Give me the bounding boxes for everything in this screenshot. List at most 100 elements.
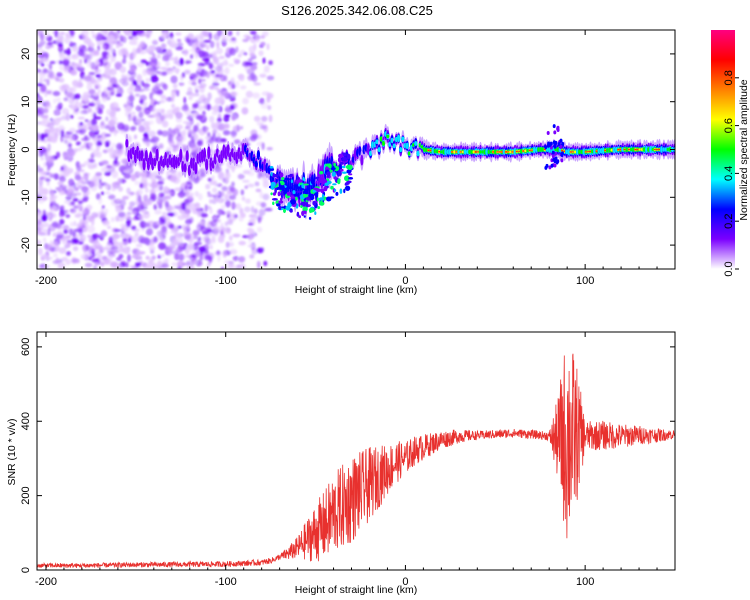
spectrogram-noise-blob [62, 133, 71, 139]
spectrogram-noise-blob [183, 103, 188, 110]
spectrogram-noise-blob [72, 110, 80, 115]
spectrogram-noise-blob [115, 207, 122, 212]
spectrogram-noise-blob [224, 58, 228, 66]
spectrogram-spike-cell [549, 141, 553, 146]
spectrogram-noise-blob [232, 57, 238, 62]
spectrogram-noise-blob [88, 102, 95, 107]
spectrogram-dip-cell [345, 185, 351, 191]
spectrogram-noise-blob [57, 225, 64, 231]
spectrogram-dip-cell [344, 175, 350, 182]
spectrogram-noise-blob [79, 122, 83, 126]
spectrogram-noise-blob [76, 165, 82, 171]
spectrogram-noise-blob [142, 141, 149, 145]
spectrogram-noise-blob [40, 157, 45, 161]
spectrogram-noise-blob [37, 69, 42, 73]
spectrogram-dip-cell [300, 205, 303, 209]
spectrogram-noise-blob [128, 115, 134, 122]
spectrogram-noise-blob [104, 68, 112, 76]
spectrogram-noise-blob [135, 191, 140, 196]
spectrogram-noise-blob [135, 243, 143, 248]
spectrogram-dip-cell [286, 191, 291, 196]
spectrogram-dip-cell [272, 201, 275, 206]
spectrogram-noise-blob [87, 46, 95, 53]
spectrogram-noise-blob [119, 159, 128, 163]
spectrogram-noise-blob [250, 64, 258, 71]
spectrogram-noise-blob [209, 85, 215, 90]
spectrogram-noise-blob [148, 245, 156, 251]
spectrogram-noise-blob [238, 240, 246, 246]
spectrogram-spike-cell [553, 163, 557, 168]
spectrogram-track-cell [183, 163, 187, 173]
spectrogram-noise-blob [122, 195, 129, 200]
spectrogram-noise-blob [193, 72, 199, 78]
spectrogram-noise-blob [164, 257, 170, 264]
spectrogram-noise-blob [117, 122, 125, 131]
spectrogram-noise-blob [155, 175, 162, 180]
spectrogram-noise-blob [254, 181, 260, 187]
spectrogram-noise-blob [59, 175, 66, 183]
spectrogram-noise-blob [58, 60, 63, 65]
spectrogram-noise-blob [46, 180, 50, 186]
spectrogram-noise-blob [49, 248, 55, 253]
spectrogram-noise-blob [55, 187, 61, 191]
spectrogram-noise-blob [78, 78, 83, 84]
spectrogram-noise-blob [76, 222, 85, 228]
spectrogram-x-ticks: -200 -100 0 100 [35, 30, 658, 287]
spectrogram-noise-blob [252, 212, 258, 221]
spectrogram-dip-cell [346, 153, 351, 160]
spectrogram-noise-blob [240, 125, 244, 130]
spectrogram-noise-blob [98, 57, 104, 64]
spectrogram-noise-blob [198, 78, 202, 85]
spectrogram-noise-blob [207, 194, 215, 198]
snr-panel: -200 -100 0 100 0 200 400 600 Height of straig… [6, 331, 676, 596]
spectrogram-dip-cell [326, 171, 331, 177]
spectrogram-dip-cell [280, 197, 283, 201]
spectrogram-noise-blob [130, 126, 136, 132]
spectrogram-noise-blob [222, 211, 226, 216]
spectrogram-noise-blob [135, 105, 142, 112]
spectrogram-dip-cell [305, 196, 311, 201]
spectrogram-noise-blob [95, 35, 101, 42]
colorbar-tick-label: 0.4 [723, 166, 735, 181]
spectrogram-noise-blob [226, 262, 235, 269]
spectrogram-dip-cell [293, 184, 297, 188]
spectrogram-noise-blob [175, 67, 179, 75]
spectrogram-noise-blob [184, 35, 190, 43]
spectrogram-noise-blob [82, 197, 89, 202]
spectrogram-noise-blob [134, 232, 139, 237]
spectrogram-noise-blob [57, 263, 66, 269]
spectrogram-noise-blob [38, 178, 44, 186]
spectrogram-noise-blob [72, 246, 79, 252]
spectrogram-noise-blob [158, 178, 165, 182]
spectrogram-noise-blob [260, 202, 267, 208]
spectrogram-noise-blob [126, 87, 133, 95]
spectrogram-noise-blob [82, 219, 89, 224]
spectrogram-noise-blob [96, 103, 105, 111]
spectrogram-noise-blob [132, 80, 138, 86]
spectrogram-noise-blob [184, 248, 190, 255]
spectrogram-noise-blob [100, 261, 105, 267]
spectrogram-spike-cell [560, 153, 564, 157]
spectrogram-noise-blob [100, 230, 108, 237]
spectrogram-noise-blob [169, 40, 178, 49]
spectrogram-spike-cell [556, 159, 560, 164]
spectrogram-noise-blob [179, 134, 187, 143]
spectrogram-dip-cell [290, 199, 296, 205]
spectrogram-noise-blob [129, 191, 135, 196]
spectrogram-dip-cell [283, 208, 286, 214]
spectrogram-noise-blob [159, 234, 166, 242]
spectrogram-noise-blob [52, 90, 61, 97]
spectrogram-dip-cell [312, 200, 317, 206]
spectrogram-noise-blob [162, 48, 167, 53]
spectrogram-noise-blob [128, 35, 134, 40]
spectrogram-noise-blob [67, 188, 74, 192]
spectrogram-noise-blob [186, 245, 194, 249]
spectrogram-noise-blob [149, 256, 155, 262]
spectrogram-dip-cell [280, 190, 284, 193]
spectrogram-noise-blob [150, 75, 159, 83]
spectrogram-noise-blob [217, 117, 222, 123]
spectrogram-noise-blob [79, 145, 86, 149]
spectrogram-spike-cell [550, 163, 554, 168]
spectrogram-noise-blob [261, 125, 267, 130]
spectrogram-noise-blob [182, 253, 186, 260]
